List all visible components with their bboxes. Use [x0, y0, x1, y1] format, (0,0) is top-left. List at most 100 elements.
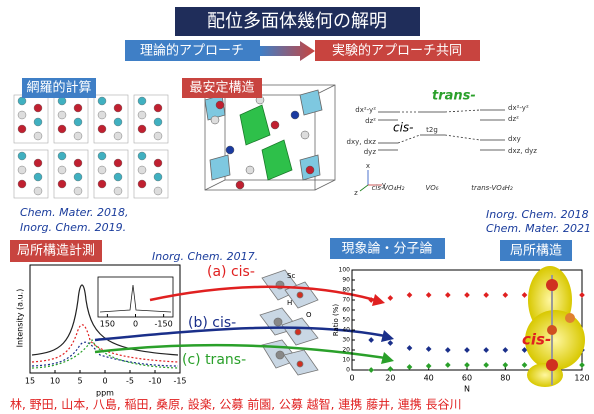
- label-b: (b) cis-: [188, 315, 236, 331]
- tick-label: 10: [50, 377, 60, 386]
- point: [521, 292, 528, 298]
- label-a: (a) cis-: [207, 264, 255, 280]
- point: [445, 347, 451, 353]
- point: [368, 337, 374, 343]
- atom: [33, 186, 43, 196]
- point: [406, 292, 413, 298]
- orbital-label: cis-: [522, 331, 551, 349]
- axis-label: Intensity (a.u.): [16, 289, 25, 348]
- atom: [33, 158, 43, 168]
- atom: [33, 131, 43, 141]
- label-c: (c) trans-: [182, 352, 246, 368]
- cis-label: cis-: [393, 121, 414, 135]
- atom: [97, 124, 107, 134]
- atom: [17, 151, 27, 161]
- tick-label: -5: [126, 377, 134, 386]
- species: trans-VO₄H₂: [471, 184, 513, 192]
- tick-label: 40: [424, 374, 434, 383]
- atom: [17, 179, 27, 189]
- point: [464, 347, 470, 353]
- experiment: 実験的アプローチ共同: [332, 43, 462, 59]
- atom: [57, 151, 67, 161]
- atom: [97, 96, 107, 106]
- atom: [153, 186, 163, 196]
- tick-label: 15: [25, 377, 35, 386]
- label: 局所構造計測: [17, 243, 95, 259]
- theory-box: [125, 40, 260, 61]
- label-box: [330, 238, 445, 259]
- axis: y: [382, 181, 386, 189]
- tick-label: 50: [342, 317, 350, 324]
- atom: [113, 186, 123, 196]
- orbital: [525, 266, 585, 387]
- level-label: t2g: [426, 126, 438, 134]
- level-label: dx²-y²: [508, 104, 529, 112]
- atom: [215, 100, 225, 110]
- atom: [57, 96, 67, 106]
- cell: [93, 149, 129, 199]
- tick-label: 0: [349, 374, 354, 383]
- species: cis-VO₄H₂: [372, 184, 405, 192]
- experiment-box: [315, 40, 480, 61]
- atom: [153, 172, 163, 182]
- members: 林, 野田, 山本, 八島, 稲田, 桑原, 設楽, 公募 前園, 公募 越智,…: [10, 397, 462, 412]
- axis-label: ppm: [96, 389, 114, 398]
- atom: [113, 172, 123, 182]
- energy-labels: dx²-y² dz² dxy, dxz dyz t2g dx²-y² dz² dxy dxz, …: [347, 104, 538, 197]
- point: [502, 292, 509, 298]
- atom: [17, 96, 27, 106]
- tick-label: 70: [342, 297, 350, 304]
- atom: [17, 110, 27, 120]
- atom: [290, 110, 300, 120]
- point: [406, 364, 413, 370]
- level-label: dxy: [508, 135, 521, 143]
- tick-label: 30: [342, 337, 350, 344]
- atom: [33, 172, 43, 182]
- point: [387, 340, 394, 346]
- level-label: dyz: [364, 148, 377, 156]
- atom: [137, 165, 147, 175]
- atom: [73, 117, 83, 127]
- atom: [97, 151, 107, 161]
- point: [502, 347, 509, 353]
- atom-label: Sc: [287, 272, 295, 280]
- tick-label: 100: [339, 267, 351, 274]
- axis: z: [354, 189, 358, 197]
- atom: [73, 103, 83, 113]
- point: [425, 363, 432, 369]
- atom: [137, 179, 147, 189]
- citation: Inorg. Chem. 2019.: [20, 221, 126, 234]
- level-label: dxy, dxz: [347, 138, 377, 146]
- point: [483, 362, 489, 368]
- tick-label: 80: [342, 287, 350, 294]
- tick-label: 40: [342, 327, 350, 334]
- atom: [73, 131, 83, 141]
- atom: [137, 96, 147, 106]
- tick-label: 90: [342, 277, 350, 284]
- atom: [153, 131, 163, 141]
- point: [464, 292, 470, 298]
- atom-label: H: [287, 299, 292, 307]
- atom-label: O: [306, 311, 312, 319]
- atom: [300, 130, 310, 140]
- tick-label: 0: [133, 320, 138, 329]
- point: [579, 292, 585, 298]
- atom: [57, 110, 67, 120]
- tick-label: 120: [574, 374, 589, 383]
- atom: [113, 117, 123, 127]
- citation: Inorg. Chem. 2018: [486, 208, 589, 221]
- title-box: [175, 7, 420, 36]
- point: [425, 292, 432, 298]
- point: [502, 362, 509, 368]
- tick-label: 5: [77, 377, 82, 386]
- tick-label: 20: [385, 374, 395, 383]
- arrows: [94, 285, 394, 364]
- citation: Chem. Mater. 2018,: [20, 206, 128, 219]
- label: 局所構造: [510, 244, 562, 259]
- atom: [17, 165, 27, 175]
- point: [368, 297, 374, 303]
- atom: [113, 103, 123, 113]
- energy-diagram: [359, 109, 505, 192]
- point: [425, 346, 432, 352]
